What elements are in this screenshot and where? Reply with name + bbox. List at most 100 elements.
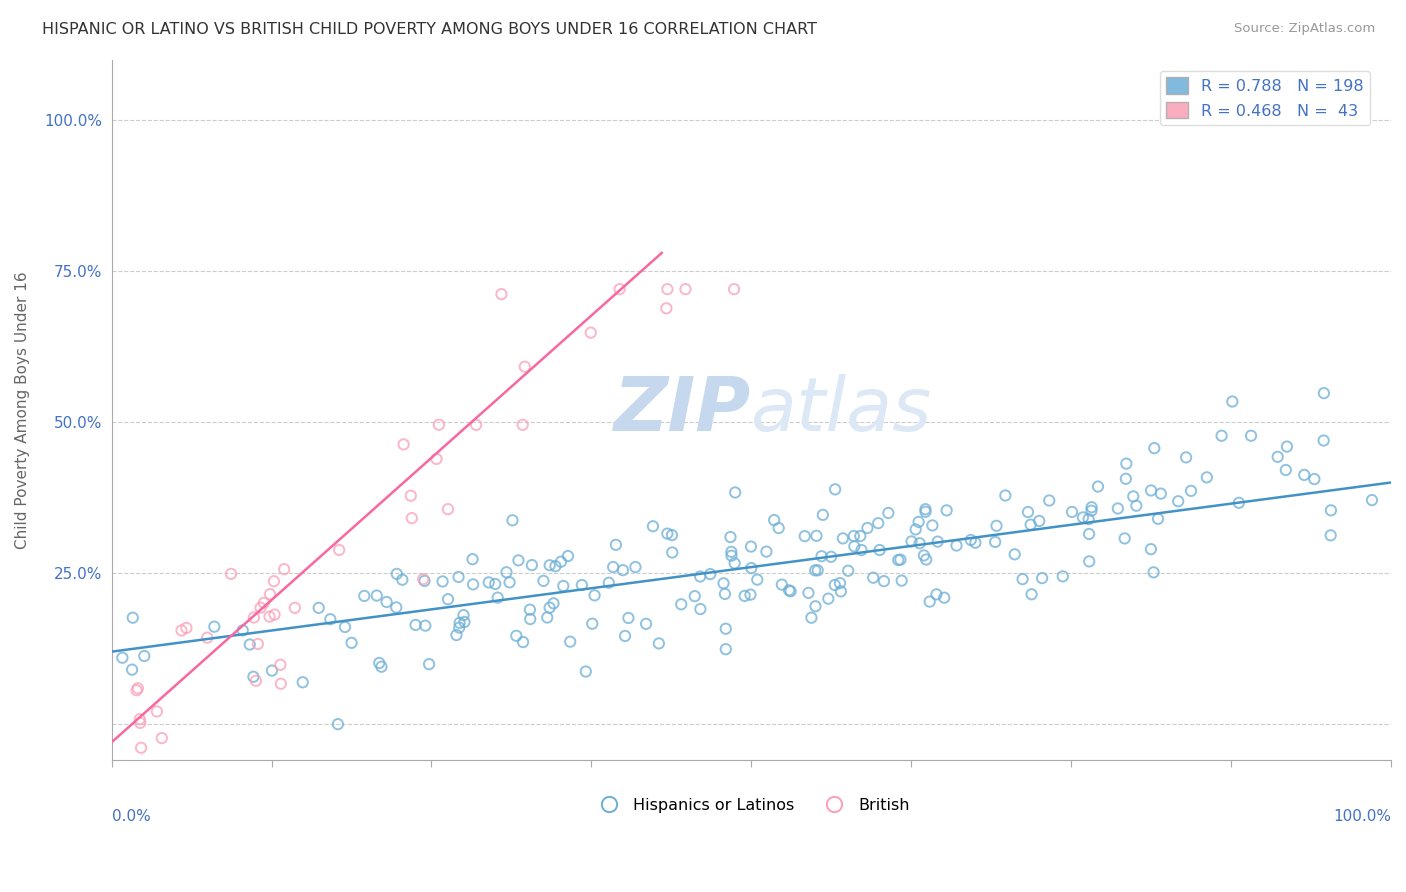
Point [284, 600, 307, 615]
Point [449, 621, 471, 635]
Point [609, 282, 631, 296]
Point [501, 513, 523, 527]
Point [219, 566, 242, 581]
Point [166, 759, 188, 773]
Point [495, 566, 517, 580]
Point [1180, 483, 1202, 498]
Point [1140, 542, 1163, 557]
Point [1080, 504, 1102, 518]
Point [720, 530, 742, 544]
Point [918, 594, 941, 608]
Point [243, 610, 266, 624]
Point [965, 535, 987, 549]
Point [713, 576, 735, 591]
Point [259, 587, 281, 601]
Point [150, 731, 173, 745]
Point [491, 287, 513, 301]
Point [543, 596, 565, 610]
Point [824, 483, 846, 497]
Point [291, 675, 314, 690]
Point [602, 560, 624, 574]
Point [851, 543, 873, 558]
Point [413, 574, 436, 588]
Point [1211, 428, 1233, 442]
Point [263, 607, 285, 622]
Point [657, 282, 679, 296]
Point [617, 611, 640, 625]
Point [657, 526, 679, 541]
Point [806, 529, 828, 543]
Point [1052, 569, 1074, 583]
Point [912, 549, 935, 563]
Point [260, 664, 283, 678]
Point [1017, 505, 1039, 519]
Point [538, 558, 561, 573]
Point [385, 566, 408, 581]
Point [844, 540, 866, 554]
Point [1125, 499, 1147, 513]
Point [412, 572, 434, 586]
Point [675, 282, 697, 296]
Point [1080, 500, 1102, 515]
Point [1313, 386, 1336, 401]
Point [671, 597, 693, 611]
Point [366, 589, 388, 603]
Text: ZIP: ZIP [614, 374, 751, 447]
Point [734, 589, 756, 603]
Point [401, 511, 423, 525]
Point [904, 522, 927, 536]
Point [484, 577, 506, 591]
Point [127, 681, 149, 696]
Point [370, 659, 392, 673]
Point [486, 591, 509, 605]
Point [1275, 440, 1298, 454]
Point [326, 717, 349, 731]
Point [689, 569, 711, 583]
Point [807, 563, 830, 577]
Point [804, 563, 827, 577]
Point [432, 574, 454, 589]
Point [111, 650, 134, 665]
Point [1115, 457, 1137, 471]
Point [239, 638, 262, 652]
Point [1147, 512, 1170, 526]
Point [375, 595, 398, 609]
Point [520, 558, 543, 573]
Text: Source: ZipAtlas.com: Source: ZipAtlas.com [1234, 22, 1375, 36]
Point [1227, 496, 1250, 510]
Point [800, 610, 823, 624]
Point [873, 574, 896, 588]
Point [461, 577, 484, 591]
Point [465, 417, 488, 432]
Point [945, 539, 967, 553]
Point [1320, 503, 1343, 517]
Point [641, 519, 664, 533]
Point [797, 586, 820, 600]
Point [449, 615, 471, 630]
Point [747, 573, 769, 587]
Point [598, 575, 620, 590]
Point [837, 564, 859, 578]
Point [811, 508, 834, 522]
Point [724, 485, 747, 500]
Point [614, 629, 637, 643]
Point [560, 634, 582, 648]
Point [655, 301, 678, 316]
Point [1167, 494, 1189, 508]
Point [714, 642, 737, 657]
Point [478, 575, 501, 590]
Point [129, 740, 152, 755]
Text: atlas: atlas [751, 374, 932, 446]
Point [1294, 467, 1316, 482]
Point [579, 326, 602, 340]
Point [415, 618, 437, 632]
Point [544, 559, 567, 574]
Point [740, 561, 762, 575]
Point [1011, 572, 1033, 586]
Point [571, 578, 593, 592]
Point [804, 599, 827, 614]
Point [553, 579, 575, 593]
Point [755, 544, 778, 558]
Point [699, 567, 721, 582]
Point [869, 543, 891, 558]
